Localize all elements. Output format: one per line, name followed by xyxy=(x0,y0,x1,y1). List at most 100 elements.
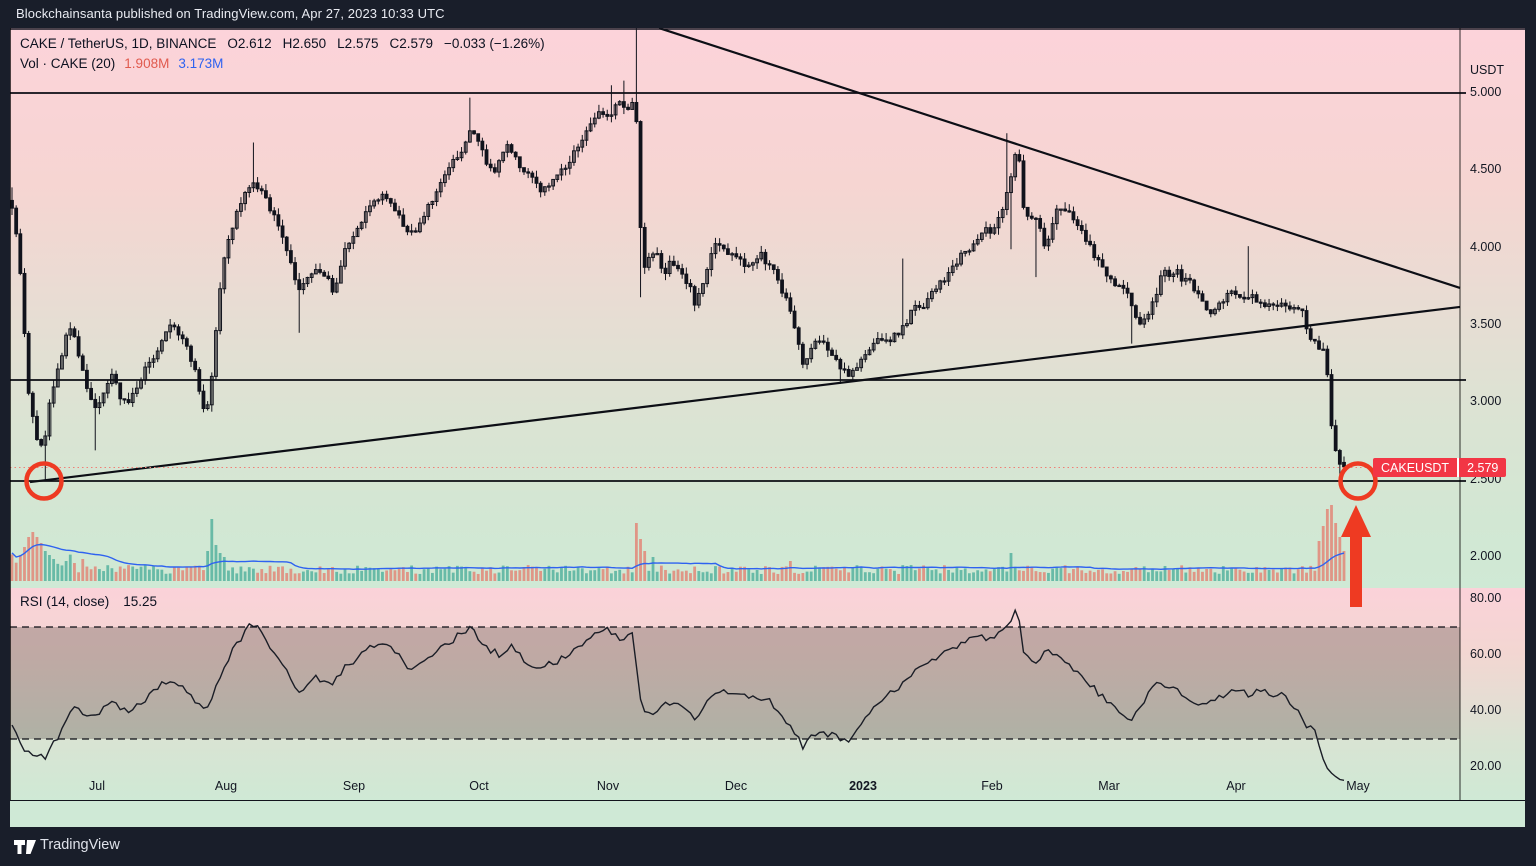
candle-body xyxy=(1079,225,1084,231)
candle-body xyxy=(1138,316,1142,325)
candle-body xyxy=(1092,244,1097,259)
volume-bar xyxy=(784,566,788,581)
price-pane[interactable] xyxy=(10,28,1525,588)
volume-bar xyxy=(580,568,584,581)
candle-body xyxy=(867,349,872,356)
volume-bar xyxy=(884,568,888,581)
volume-bar xyxy=(539,570,543,581)
candle-body xyxy=(447,167,451,176)
candle-body xyxy=(738,256,743,260)
volume-bar xyxy=(364,567,368,581)
volume-bar xyxy=(934,569,938,581)
volume-bar xyxy=(60,565,64,581)
candle-body xyxy=(1050,223,1055,240)
volume-indicator-label[interactable]: Vol · CAKE (20) xyxy=(20,56,116,71)
volume-bar xyxy=(455,565,459,581)
volume-bar xyxy=(1313,570,1317,581)
candle-body xyxy=(1275,304,1280,307)
volume-bar xyxy=(1067,573,1071,581)
volume-bar xyxy=(297,573,301,581)
volume-bar xyxy=(755,570,759,581)
volume-bar xyxy=(793,572,796,581)
volume-bar xyxy=(705,571,709,581)
highlight-circle[interactable] xyxy=(24,461,64,501)
candle-body xyxy=(455,157,460,160)
candle-body xyxy=(526,171,531,174)
symbol-title[interactable]: CAKE / TetherUS, 1D, BINANCE xyxy=(20,36,217,51)
candle-body xyxy=(630,101,635,110)
candle-body xyxy=(1246,297,1251,300)
month-label: May xyxy=(1346,779,1370,793)
volume-bar xyxy=(1151,569,1154,581)
rsi-legend[interactable]: RSI (14, close) 15.25 xyxy=(20,594,157,609)
volume-current-value: 1.908M xyxy=(124,56,170,71)
candle-body xyxy=(243,191,247,205)
candle-body xyxy=(193,360,198,371)
volume-bar xyxy=(1330,505,1333,581)
volume-bar xyxy=(1042,572,1046,581)
month-label: 2023 xyxy=(849,779,877,793)
volume-bar xyxy=(918,568,921,581)
volume-bar xyxy=(376,568,380,581)
candle-body xyxy=(601,111,605,115)
symbol-legend[interactable]: CAKE / TetherUS, 1D, BINANCE O2.612 H2.6… xyxy=(20,36,545,71)
ascending-support-trendline[interactable] xyxy=(29,305,1461,484)
volume-bar xyxy=(880,566,884,581)
volume-bar xyxy=(1188,567,1192,581)
chart-plot[interactable] xyxy=(10,28,1525,827)
up-arrow-annotation[interactable] xyxy=(1341,505,1371,607)
candle-body xyxy=(763,251,768,265)
volume-bar xyxy=(610,573,613,581)
candle-body xyxy=(480,140,485,151)
volume-bar xyxy=(730,567,734,581)
candle-body xyxy=(168,324,173,333)
price-axis-unit: USDT xyxy=(1470,63,1505,77)
highlight-circle[interactable] xyxy=(1338,461,1378,501)
tradingview-logo-icon[interactable] xyxy=(14,838,40,856)
candle-body xyxy=(97,402,102,409)
volume-bar xyxy=(451,572,455,581)
volume-bar xyxy=(601,569,605,581)
candle-body xyxy=(1125,287,1130,294)
candle-body xyxy=(1329,374,1334,427)
candle-body xyxy=(1067,210,1072,213)
candle-body xyxy=(1096,257,1101,261)
candle-body xyxy=(251,182,256,189)
candle-body xyxy=(1196,290,1201,295)
volume-bar xyxy=(1192,571,1196,581)
volume-bar xyxy=(48,555,51,581)
candle-body xyxy=(780,279,784,294)
candle-body xyxy=(651,253,655,258)
candle-body xyxy=(588,123,593,132)
rsi-pane[interactable] xyxy=(10,588,1525,800)
candle-body xyxy=(921,306,926,310)
volume-bar xyxy=(855,565,859,581)
descending-resistance-trendline[interactable] xyxy=(658,28,1461,289)
volume-bar xyxy=(1280,567,1283,581)
time-axis[interactable] xyxy=(10,800,1525,828)
ohlc-high: H2.650 xyxy=(282,36,327,51)
rsi-indicator-label[interactable]: RSI (14, close) xyxy=(20,594,110,609)
volume-bar xyxy=(35,537,39,581)
volume-bar xyxy=(189,566,193,581)
candle-body xyxy=(984,227,988,234)
volume-bar xyxy=(972,572,975,581)
axis-tick-label: 3.000 xyxy=(1470,394,1502,409)
volume-bar xyxy=(651,557,655,581)
volume-bar xyxy=(272,571,276,581)
volume-bar xyxy=(955,567,959,581)
volume-bar xyxy=(684,570,688,581)
candle-body xyxy=(655,253,660,256)
tradingview-brand-link[interactable]: TradingView xyxy=(40,837,120,853)
volume-bar xyxy=(239,566,243,581)
axis-tick-label: 3.500 xyxy=(1470,317,1502,332)
candle-body xyxy=(642,226,647,268)
volume-bar xyxy=(997,567,1000,581)
chart-region[interactable]: CAKE / TetherUS, 1D, BINANCE O2.612 H2.6… xyxy=(10,28,1525,828)
candle-body xyxy=(925,298,930,309)
candle-body xyxy=(472,130,476,135)
volume-bar xyxy=(172,567,176,581)
volume-bar xyxy=(489,567,493,581)
candle-body xyxy=(667,260,672,275)
